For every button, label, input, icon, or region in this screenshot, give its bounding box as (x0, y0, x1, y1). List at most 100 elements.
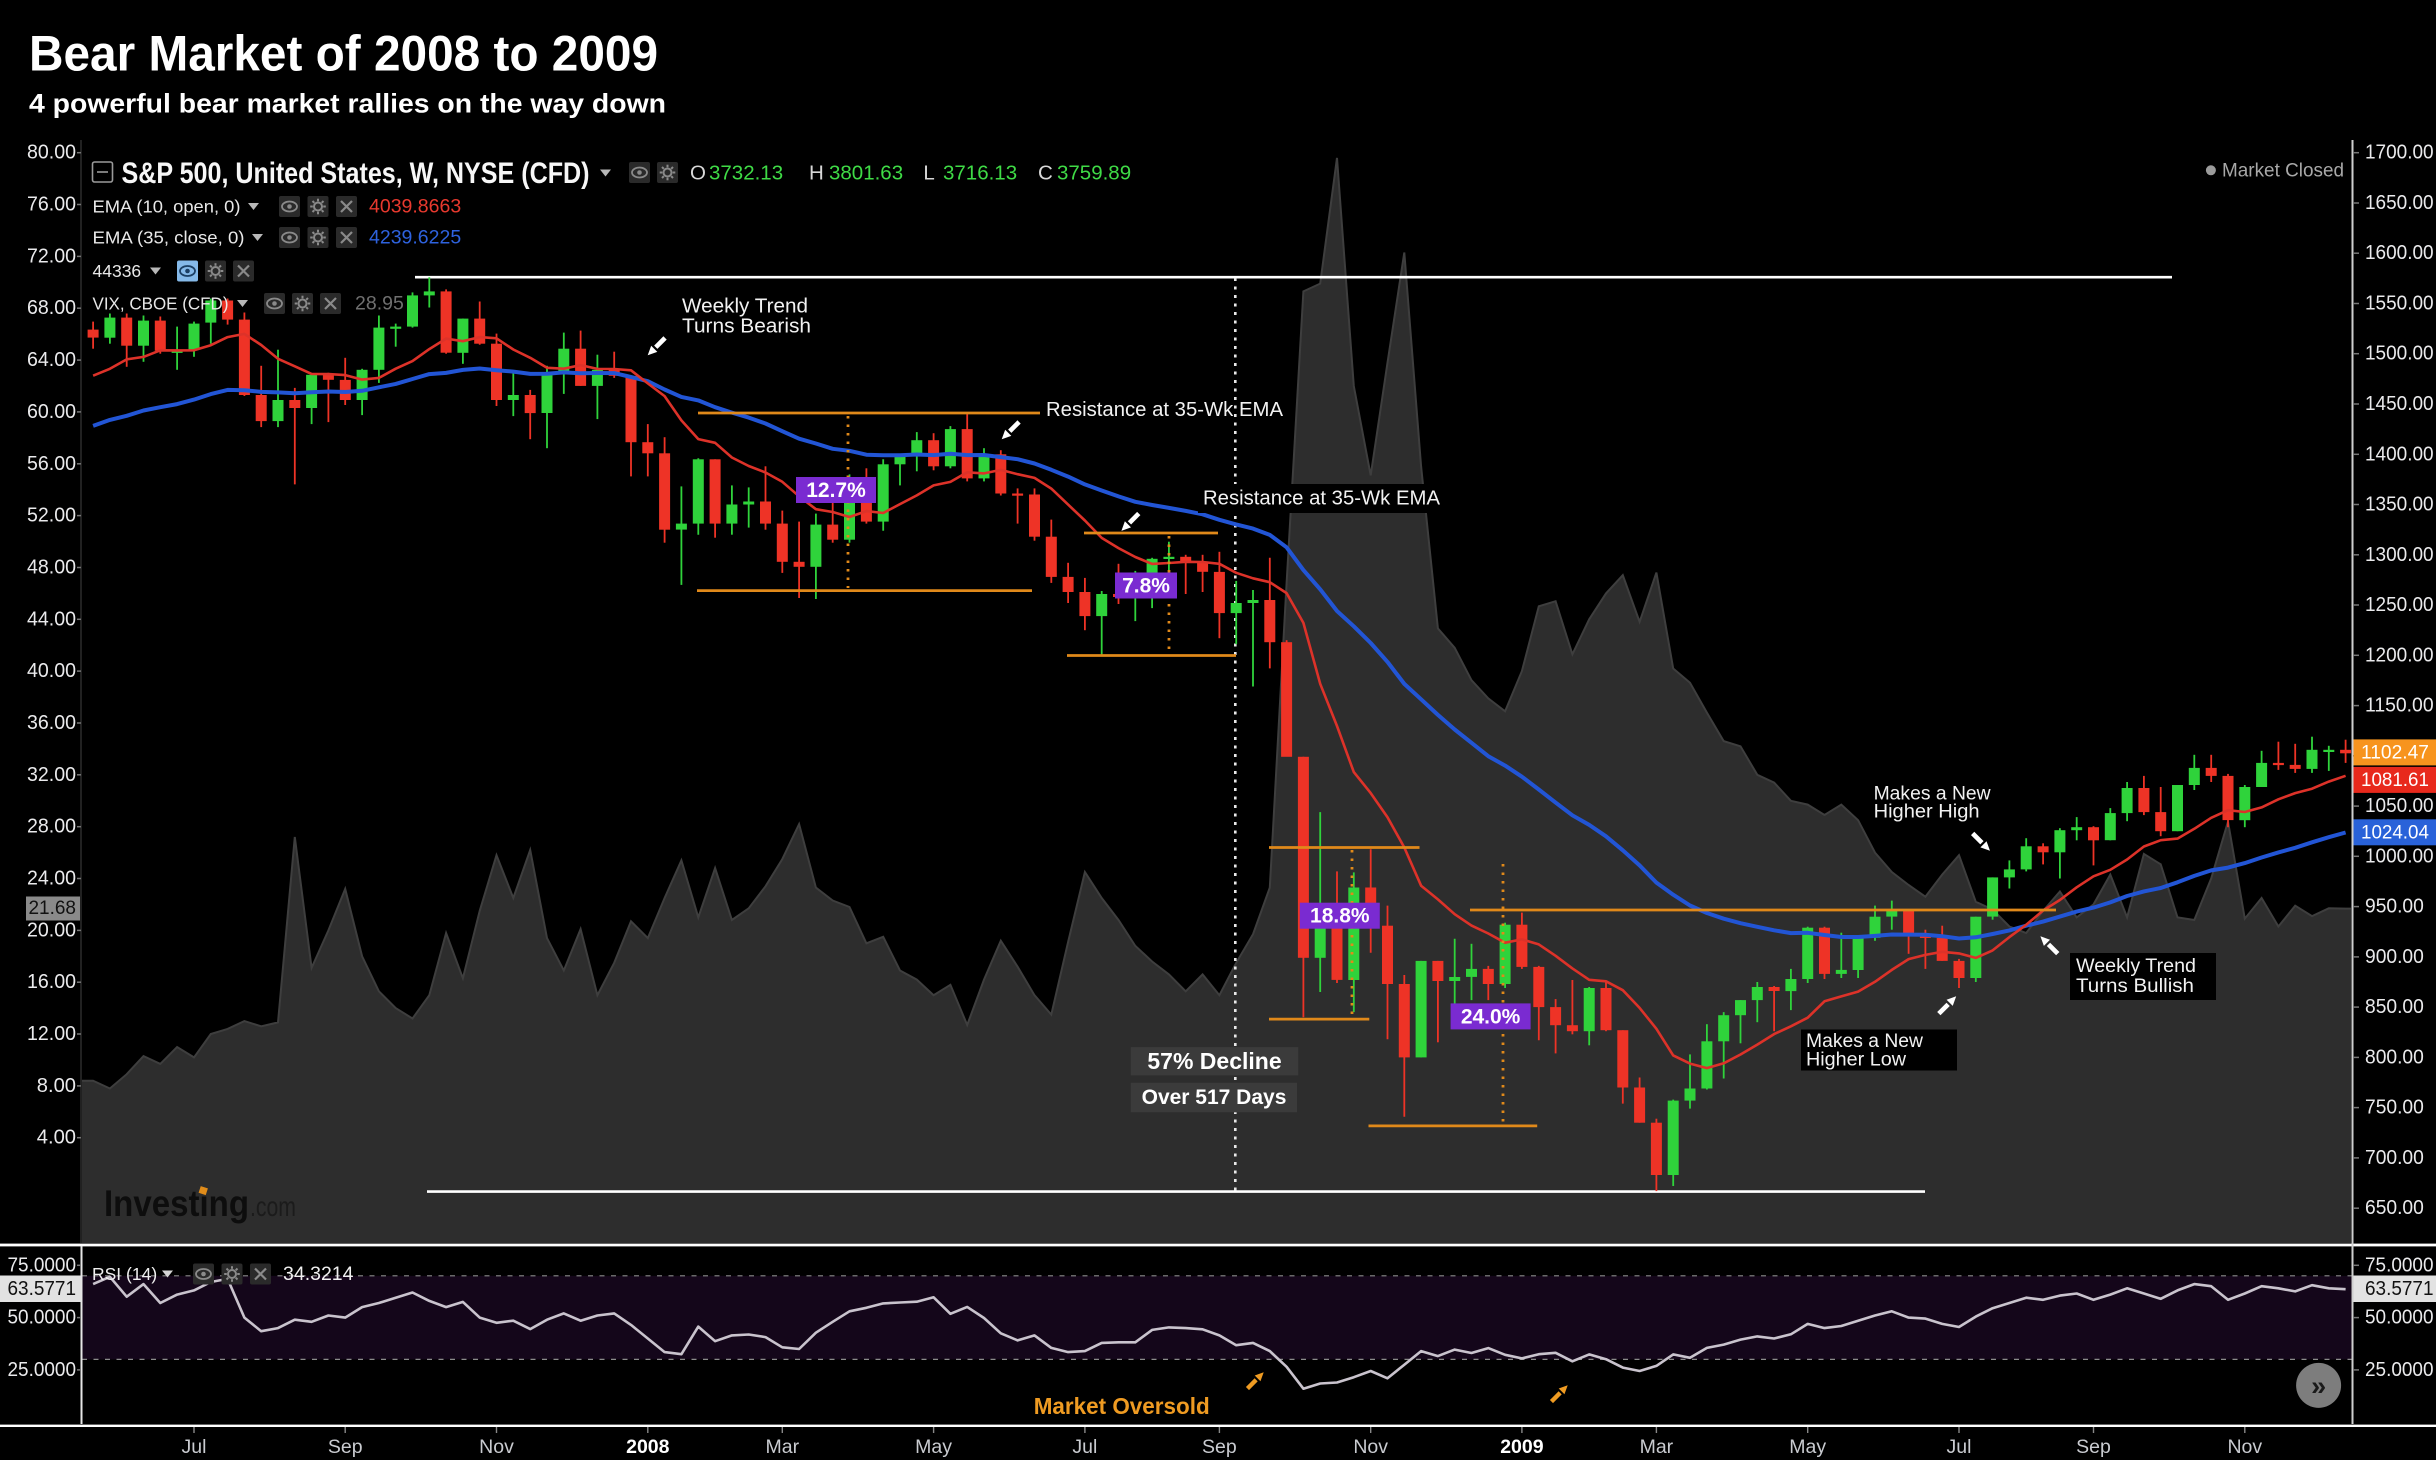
svg-text:850.00: 850.00 (2365, 996, 2424, 1018)
svg-text:EMA (10, open, 0): EMA (10, open, 0) (93, 197, 241, 217)
svg-text:60.00: 60.00 (27, 401, 76, 423)
svg-text:28.95: 28.95 (355, 293, 404, 315)
svg-text:Mar: Mar (766, 1436, 800, 1458)
svg-text:24.0%: 24.0% (1461, 1005, 1521, 1028)
svg-text:4 powerful bear market rallies: 4 powerful bear market rallies on the wa… (29, 89, 666, 119)
svg-text:16.00: 16.00 (27, 971, 76, 993)
svg-text:Jul: Jul (1072, 1436, 1097, 1458)
svg-text:Makes a New: Makes a New (1806, 1031, 1923, 1052)
svg-text:650.00: 650.00 (2365, 1197, 2424, 1219)
svg-text:Turns Bullish: Turns Bullish (2076, 976, 2194, 997)
svg-text:May: May (915, 1436, 952, 1458)
svg-text:25.0000: 25.0000 (8, 1359, 77, 1381)
svg-text:Mar: Mar (1640, 1436, 1674, 1458)
svg-text:75.0000: 75.0000 (2365, 1254, 2434, 1276)
svg-text:Weekly Trend: Weekly Trend (682, 296, 808, 318)
svg-text:1600.00: 1600.00 (2365, 242, 2434, 264)
svg-text:63.5771: 63.5771 (2365, 1278, 2434, 1300)
svg-text:O: O (690, 162, 706, 185)
svg-text:Makes a New: Makes a New (1874, 784, 1991, 805)
svg-text:Over 517 Days: Over 517 Days (1142, 1086, 1287, 1109)
svg-text:12.00: 12.00 (27, 1023, 76, 1045)
svg-text:Sep: Sep (1202, 1436, 1237, 1458)
svg-text:25.0000: 25.0000 (2365, 1359, 2434, 1381)
svg-text:750.00: 750.00 (2365, 1097, 2424, 1119)
svg-text:1200.00: 1200.00 (2365, 644, 2434, 666)
svg-text:Jul: Jul (182, 1436, 207, 1458)
svg-text:Turns Bearish: Turns Bearish (682, 316, 811, 338)
svg-text:1150.00: 1150.00 (2365, 695, 2434, 717)
svg-text:4.00: 4.00 (37, 1127, 76, 1149)
svg-text:24.00: 24.00 (27, 868, 76, 890)
svg-text:48.00: 48.00 (27, 557, 76, 579)
svg-text:Resistance at 35-Wk EMA: Resistance at 35-Wk EMA (1046, 399, 1284, 421)
svg-text:1500.00: 1500.00 (2365, 343, 2434, 365)
svg-text:Market Closed: Market Closed (2222, 160, 2344, 182)
svg-text:800.00: 800.00 (2365, 1046, 2424, 1068)
svg-text:Nov: Nov (479, 1436, 514, 1458)
svg-text:Higher Low: Higher Low (1806, 1050, 1906, 1071)
svg-text:RSI (14): RSI (14) (92, 1264, 157, 1284)
svg-text:63.5771: 63.5771 (8, 1278, 77, 1300)
svg-text:1250.00: 1250.00 (2365, 594, 2434, 616)
svg-text:700.00: 700.00 (2365, 1147, 2424, 1169)
svg-text:Investing: Investing (104, 1183, 249, 1224)
svg-text:44336: 44336 (93, 261, 142, 281)
svg-text:44.00: 44.00 (27, 608, 76, 630)
svg-text:3716.13: 3716.13 (943, 162, 1017, 185)
svg-text:3732.13: 3732.13 (709, 162, 783, 185)
svg-text:.com: .com (250, 1191, 296, 1222)
svg-text:21.68: 21.68 (28, 898, 76, 919)
svg-text:1450.00: 1450.00 (2365, 393, 2434, 415)
svg-text:50.0000: 50.0000 (2365, 1307, 2434, 1329)
svg-text:May: May (1789, 1436, 1826, 1458)
svg-text:50.0000: 50.0000 (8, 1307, 77, 1329)
svg-text:40.00: 40.00 (27, 660, 76, 682)
svg-text:Weekly Trend: Weekly Trend (2076, 956, 2196, 977)
svg-text:2008: 2008 (626, 1436, 670, 1458)
svg-text:»: » (2311, 1371, 2326, 1401)
svg-text:4039.8663: 4039.8663 (369, 196, 461, 218)
svg-text:1650.00: 1650.00 (2365, 192, 2434, 214)
svg-text:Market Oversold: Market Oversold (1034, 1393, 1210, 1419)
svg-text:Sep: Sep (328, 1436, 363, 1458)
svg-text:1700.00: 1700.00 (2365, 142, 2434, 164)
svg-text:950.00: 950.00 (2365, 896, 2424, 918)
svg-text:32.00: 32.00 (27, 764, 76, 786)
svg-text:76.00: 76.00 (27, 194, 76, 216)
svg-text:C: C (1038, 162, 1053, 185)
svg-text:EMA (35, close, 0): EMA (35, close, 0) (93, 228, 245, 248)
svg-text:S&P 500, United States, W, NYS: S&P 500, United States, W, NYSE (CFD) (122, 157, 590, 190)
svg-text:12.7%: 12.7% (806, 479, 866, 502)
svg-text:Bear Market of 2008 to 2009: Bear Market of 2008 to 2009 (29, 26, 658, 82)
svg-text:18.8%: 18.8% (1310, 905, 1370, 928)
svg-text:3759.89: 3759.89 (1057, 162, 1131, 185)
svg-text:1081.61: 1081.61 (2361, 769, 2429, 791)
svg-text:28.00: 28.00 (27, 816, 76, 838)
svg-text:Resistance at 35-Wk EMA: Resistance at 35-Wk EMA (1203, 488, 1441, 510)
svg-text:L: L (923, 162, 934, 185)
svg-text:4239.6225: 4239.6225 (369, 227, 461, 249)
svg-text:8.00: 8.00 (37, 1075, 76, 1097)
svg-text:H: H (809, 162, 824, 185)
svg-text:7.8%: 7.8% (1122, 575, 1170, 598)
svg-text:Sep: Sep (2076, 1436, 2111, 1458)
svg-text:3801.63: 3801.63 (829, 162, 903, 185)
svg-text:34.3214: 34.3214 (283, 1263, 354, 1285)
svg-text:56.00: 56.00 (27, 453, 76, 475)
svg-text:2009: 2009 (1500, 1436, 1544, 1458)
svg-text:52.00: 52.00 (27, 505, 76, 527)
svg-text:1050.00: 1050.00 (2365, 795, 2434, 817)
svg-text:1024.04: 1024.04 (2361, 821, 2429, 843)
svg-text:1350.00: 1350.00 (2365, 494, 2434, 516)
svg-text:64.00: 64.00 (27, 349, 76, 371)
svg-text:72.00: 72.00 (27, 245, 76, 267)
svg-text:Nov: Nov (2227, 1436, 2262, 1458)
svg-text:900.00: 900.00 (2365, 946, 2424, 968)
svg-text:VIX, CBOE (CFD): VIX, CBOE (CFD) (93, 294, 229, 314)
svg-text:1300.00: 1300.00 (2365, 544, 2434, 566)
svg-text:Higher High: Higher High (1874, 802, 1980, 823)
svg-text:1400.00: 1400.00 (2365, 443, 2434, 465)
svg-text:1102.47: 1102.47 (2361, 741, 2429, 763)
svg-text:68.00: 68.00 (27, 297, 76, 319)
